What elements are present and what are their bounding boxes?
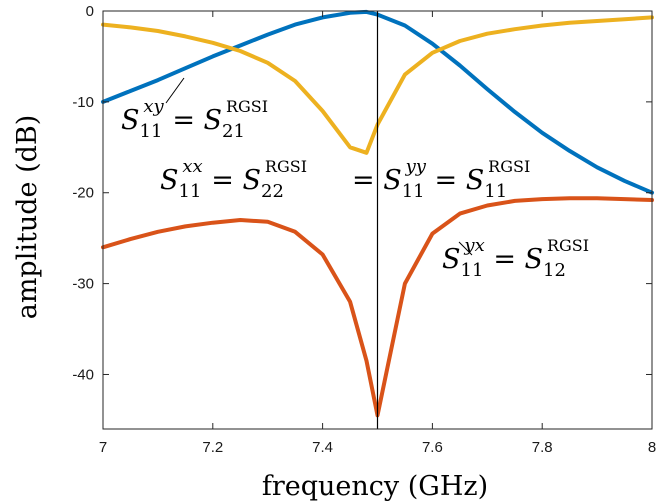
series-line-3 [101, 196, 654, 418]
annotation-leader-yx [458, 241, 473, 256]
series-line-2 [101, 15, 654, 155]
y-axis-label: amplitude (dB) [12, 115, 43, 320]
series-layer [101, 9, 654, 418]
y-tick-label: -40 [72, 366, 94, 383]
x-tick-label: 7.8 [532, 439, 553, 456]
y-tick-label: 0 [86, 3, 94, 20]
annotation-s11yy: = S11yy = S11RGSI [352, 156, 530, 202]
annotation-s11xy: S11xy = S21RGSI [121, 96, 268, 142]
x-tick-label: 7.4 [312, 439, 333, 456]
y-tick-label: -10 [72, 94, 94, 111]
plot-frame [102, 10, 653, 430]
x-tick-label: 7.6 [422, 439, 443, 456]
y-tick-label: -20 [72, 185, 94, 202]
y-tick-label: -30 [72, 276, 94, 293]
annotation-s11xx: S11xx = S22RGSI [160, 156, 307, 202]
series-line-1 [101, 9, 654, 195]
x-tick-label: 8 [648, 439, 656, 456]
annotation-s11yx: S11yx = S12RGSI [442, 235, 589, 281]
annotation-leader-xy [165, 77, 185, 104]
x-tick-label: 7 [99, 439, 107, 456]
axes: 7 7.2 7.4 7.6 7.8 8 0 -10 -20 -30 -40 [72, 3, 656, 456]
x-axis-label: frequency (GHz) [262, 471, 488, 502]
x-tick-label: 7.2 [202, 439, 223, 456]
